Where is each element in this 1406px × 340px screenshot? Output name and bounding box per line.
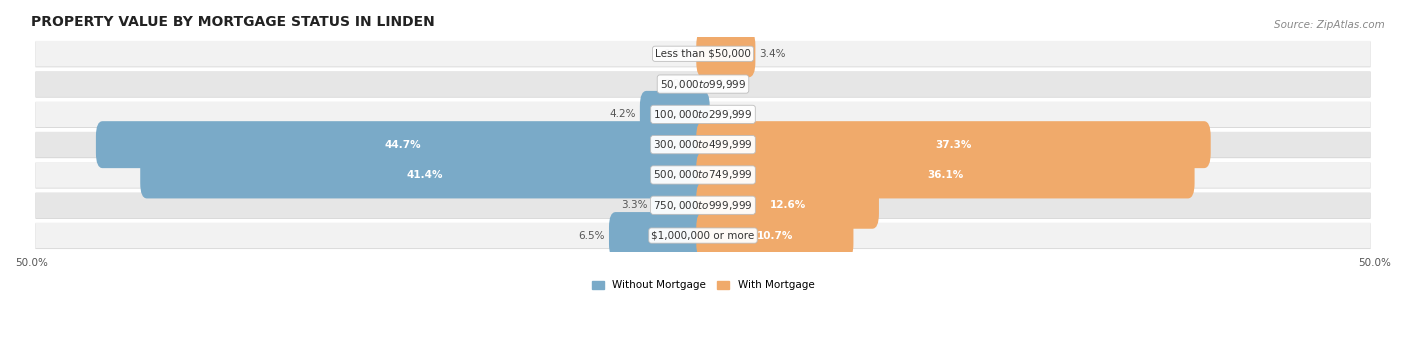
FancyBboxPatch shape xyxy=(696,212,853,259)
FancyBboxPatch shape xyxy=(35,223,1371,249)
FancyBboxPatch shape xyxy=(96,121,710,168)
Legend: Without Mortgage, With Mortgage: Without Mortgage, With Mortgage xyxy=(588,276,818,294)
Text: Less than $50,000: Less than $50,000 xyxy=(655,49,751,59)
Text: 0.0%: 0.0% xyxy=(664,49,689,59)
Text: $500,000 to $749,999: $500,000 to $749,999 xyxy=(654,168,752,182)
Text: 3.4%: 3.4% xyxy=(759,49,786,59)
Text: 10.7%: 10.7% xyxy=(756,231,793,240)
FancyBboxPatch shape xyxy=(696,30,755,77)
Text: $100,000 to $299,999: $100,000 to $299,999 xyxy=(654,108,752,121)
FancyBboxPatch shape xyxy=(35,72,1371,98)
Text: $300,000 to $499,999: $300,000 to $499,999 xyxy=(654,138,752,151)
Text: 12.6%: 12.6% xyxy=(769,200,806,210)
FancyBboxPatch shape xyxy=(652,182,710,229)
FancyBboxPatch shape xyxy=(35,162,1371,188)
Text: 36.1%: 36.1% xyxy=(928,170,963,180)
Text: Source: ZipAtlas.com: Source: ZipAtlas.com xyxy=(1274,20,1385,30)
Text: 3.3%: 3.3% xyxy=(621,200,648,210)
FancyBboxPatch shape xyxy=(35,223,1371,249)
FancyBboxPatch shape xyxy=(640,91,710,138)
Text: 4.2%: 4.2% xyxy=(609,109,636,119)
FancyBboxPatch shape xyxy=(35,193,1371,219)
FancyBboxPatch shape xyxy=(35,71,1371,97)
FancyBboxPatch shape xyxy=(696,182,879,229)
FancyBboxPatch shape xyxy=(696,121,1211,168)
Text: $50,000 to $99,999: $50,000 to $99,999 xyxy=(659,78,747,90)
FancyBboxPatch shape xyxy=(35,41,1371,67)
FancyBboxPatch shape xyxy=(35,41,1371,67)
FancyBboxPatch shape xyxy=(696,152,1195,199)
FancyBboxPatch shape xyxy=(141,152,710,199)
FancyBboxPatch shape xyxy=(35,163,1371,188)
FancyBboxPatch shape xyxy=(35,132,1371,157)
FancyBboxPatch shape xyxy=(35,192,1371,218)
FancyBboxPatch shape xyxy=(609,212,710,259)
FancyBboxPatch shape xyxy=(35,132,1371,158)
Text: 37.3%: 37.3% xyxy=(935,140,972,150)
Text: 41.4%: 41.4% xyxy=(406,170,443,180)
Text: 6.5%: 6.5% xyxy=(578,231,605,240)
Text: $750,000 to $999,999: $750,000 to $999,999 xyxy=(654,199,752,212)
Text: 0.0%: 0.0% xyxy=(717,79,742,89)
Text: 0.0%: 0.0% xyxy=(717,109,742,119)
Text: PROPERTY VALUE BY MORTGAGE STATUS IN LINDEN: PROPERTY VALUE BY MORTGAGE STATUS IN LIN… xyxy=(31,15,436,29)
Text: $1,000,000 or more: $1,000,000 or more xyxy=(651,231,755,240)
Text: 44.7%: 44.7% xyxy=(384,140,422,150)
FancyBboxPatch shape xyxy=(35,102,1371,128)
FancyBboxPatch shape xyxy=(35,101,1371,127)
Text: 0.0%: 0.0% xyxy=(664,79,689,89)
